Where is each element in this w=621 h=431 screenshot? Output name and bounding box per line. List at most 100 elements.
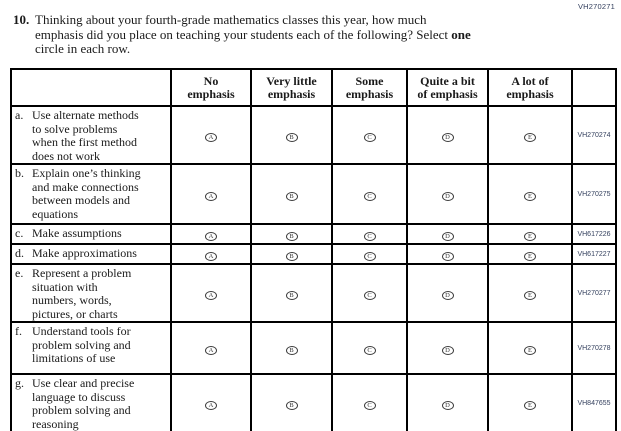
response-circle-a[interactable]: A (205, 133, 217, 142)
response-circle-a[interactable]: A (205, 192, 217, 201)
option-cell: C (331, 163, 408, 225)
statement-text: Understand tools for problem solving and… (32, 324, 131, 365)
option-cell: A (170, 223, 252, 245)
page-item-code: VH270271 (577, 2, 615, 11)
response-circle-c[interactable]: C (363, 192, 376, 201)
option-cell: C (331, 223, 408, 245)
statement-text: Make assumptions (32, 226, 122, 240)
response-circle-a[interactable]: A (205, 252, 217, 261)
row-letter: e. (15, 266, 24, 280)
column-header: Some emphasis (331, 68, 408, 107)
response-circle-b[interactable]: B (285, 291, 298, 300)
response-circle-d[interactable]: D (441, 252, 454, 261)
response-circle-b[interactable]: B (285, 346, 298, 355)
response-circle-b[interactable]: B (285, 252, 298, 261)
option-cell: B (250, 223, 333, 245)
column-header: A lot of emphasis (487, 68, 573, 107)
statement-text: Make approximations (32, 246, 137, 260)
response-circle-e[interactable]: E (524, 401, 536, 410)
row-item-code: VH270274 (571, 105, 617, 165)
response-circle-a[interactable]: A (205, 232, 217, 241)
response-circle-d[interactable]: D (441, 232, 454, 241)
option-cell: B (250, 263, 333, 323)
response-circle-c[interactable]: C (363, 346, 376, 355)
question-bold-word: one (451, 26, 471, 42)
response-circle-b[interactable]: B (285, 232, 298, 241)
statement-text: Use alternate methods to solve problems … (32, 108, 139, 163)
response-circle-b[interactable]: B (285, 401, 298, 410)
row-letter: b. (15, 166, 24, 180)
option-cell: D (406, 321, 489, 375)
response-circle-b[interactable]: B (285, 192, 298, 201)
response-circle-e[interactable]: E (524, 346, 536, 355)
column-header: Quite a bit of emphasis (406, 68, 489, 107)
response-circle-d[interactable]: D (441, 291, 454, 300)
question-text-part2: circle in each row. (35, 41, 131, 56)
option-cell: B (250, 373, 333, 431)
statement-cell: e. Represent a problem situation with nu… (10, 263, 172, 323)
option-cell: A (170, 163, 252, 225)
response-circle-b[interactable]: B (285, 133, 298, 142)
statement-header-cell (10, 68, 172, 107)
option-cell: D (406, 263, 489, 323)
option-cell: C (331, 321, 408, 375)
option-cell: E (487, 163, 573, 225)
row-letter: c. (15, 226, 24, 240)
response-circle-a[interactable]: A (205, 346, 217, 355)
option-cell: B (250, 105, 333, 165)
option-cell: D (406, 373, 489, 431)
table-row: b. Explain one’s thinking and make conne… (10, 163, 617, 225)
option-cell: A (170, 373, 252, 431)
statement-cell: g. Use clear and precise language to dis… (10, 373, 172, 431)
question-text: Thinking about your fourth-grade mathema… (35, 12, 547, 57)
response-circle-c[interactable]: C (363, 252, 376, 261)
response-circle-e[interactable]: E (524, 133, 536, 142)
statement-cell: f. Understand tools for problem solving … (10, 321, 172, 375)
emphasis-matrix-table: No emphasis Very little emphasis Some emph… (10, 68, 617, 431)
option-cell: A (170, 105, 252, 165)
option-cell: E (487, 321, 573, 375)
option-cell: A (170, 263, 252, 323)
response-circle-d[interactable]: D (441, 346, 454, 355)
table-row: d. Make approximations A B C D E VH61722… (10, 243, 617, 265)
response-circle-d[interactable]: D (441, 401, 454, 410)
response-circle-d[interactable]: D (441, 133, 454, 142)
question-block: 10. Thinking about your fourth-grade mat… (13, 12, 573, 57)
statement-cell: c. Make assumptions (10, 223, 172, 245)
option-cell: D (406, 223, 489, 245)
option-cell: C (331, 243, 408, 265)
option-cell: D (406, 163, 489, 225)
row-item-code: VH617226 (571, 223, 617, 245)
statement-text: Explain one’s thinking and make connecti… (32, 166, 141, 221)
response-circle-c[interactable]: C (363, 232, 376, 241)
column-header: Very little emphasis (250, 68, 333, 107)
code-header-cell (571, 68, 617, 107)
response-circle-c[interactable]: C (363, 401, 376, 410)
option-cell: B (250, 163, 333, 225)
row-letter: f. (15, 324, 22, 338)
response-circle-d[interactable]: D (441, 192, 454, 201)
row-letter: g. (15, 376, 24, 390)
option-cell: C (331, 373, 408, 431)
table-row: f. Understand tools for problem solving … (10, 321, 617, 375)
option-cell: E (487, 263, 573, 323)
response-circle-c[interactable]: C (363, 133, 376, 142)
statement-cell: b. Explain one’s thinking and make conne… (10, 163, 172, 225)
row-item-code: VH847655 (571, 373, 617, 431)
row-item-code: VH270277 (571, 263, 617, 323)
response-circle-e[interactable]: E (524, 252, 536, 261)
row-item-code: VH617227 (571, 243, 617, 265)
response-circle-c[interactable]: C (363, 291, 376, 300)
option-cell: C (331, 263, 408, 323)
response-circle-a[interactable]: A (205, 401, 217, 410)
statement-cell: a. Use alternate methods to solve proble… (10, 105, 172, 165)
response-circle-a[interactable]: A (205, 291, 217, 300)
table-row: g. Use clear and precise language to dis… (10, 373, 617, 431)
statement-text: Use clear and precise language to discus… (32, 376, 135, 431)
response-circle-e[interactable]: E (524, 291, 536, 300)
row-item-code: VH270278 (571, 321, 617, 375)
response-circle-e[interactable]: E (524, 232, 536, 241)
response-circle-e[interactable]: E (524, 192, 536, 201)
table-row: c. Make assumptions A B C D E VH617226 (10, 223, 617, 245)
